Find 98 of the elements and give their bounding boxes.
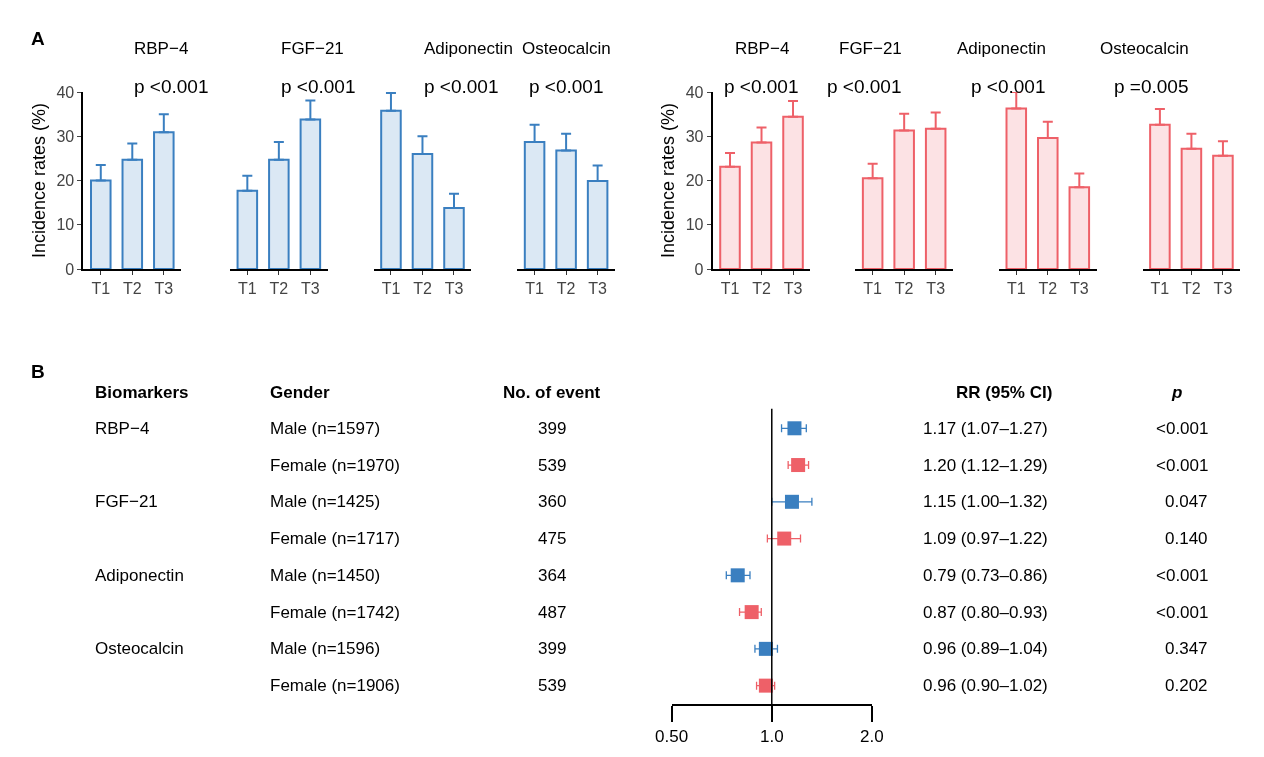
x-tick-label: T3 (444, 280, 464, 298)
text: 0.047 (1165, 492, 1208, 511)
y-axis-title: Incidence rates (%) (658, 103, 679, 259)
text: 360 (538, 492, 567, 511)
text: 0.140 (1165, 529, 1208, 548)
text: <0.001 (1156, 566, 1209, 585)
data-label: 0.87 (0.80–0.93) (923, 603, 1048, 622)
x-tick-label: 1.0 (759, 727, 784, 747)
text: RBP−4 (95, 419, 150, 438)
x-tick-label: T3 (588, 280, 608, 298)
chart-subtitle: p <0.001 (971, 76, 1046, 97)
chart-subtitle: p <0.001 (827, 76, 902, 97)
x-tick-label: T1 (1006, 280, 1026, 298)
x-tick-label: T1 (720, 280, 740, 298)
category-label: Male (n=1596) (270, 639, 381, 658)
text: Gender (270, 383, 330, 402)
text: B (31, 361, 45, 382)
text: FGF−21 (95, 492, 158, 511)
text: 539 (538, 456, 567, 475)
text: <0.001 (1156, 419, 1209, 438)
text: Biomarkers (95, 383, 189, 402)
x-tick-label: T3 (783, 280, 803, 298)
category-label: Female (n=1906) (270, 676, 400, 695)
x-tick-label: T2 (1038, 280, 1058, 298)
data-label: 1.20 (1.12–1.29) (923, 456, 1048, 475)
chart-title: FGF−21 (281, 39, 344, 58)
chart-subtitle: p <0.001 (724, 76, 799, 97)
x-tick-label: T3 (301, 280, 320, 298)
data-label: 0.96 (0.90–1.02) (923, 676, 1048, 695)
category-label: Female (n=1717) (270, 529, 400, 548)
chart-subtitle: p <0.001 (281, 76, 356, 97)
x-tick-label: T3 (926, 280, 946, 298)
data-label: 1.09 (0.97–1.22) (923, 529, 1048, 548)
y-tick-label: 40 (56, 83, 75, 101)
text: <0.001 (1156, 603, 1209, 622)
chart-subtitle: p <0.001 (424, 76, 499, 97)
text: 539 (538, 676, 567, 695)
x-tick-label: T3 (154, 280, 174, 298)
chart-title: RBP−4 (134, 39, 189, 58)
y-tick-label: 10 (685, 216, 704, 234)
y-tick-label: 30 (56, 127, 75, 145)
x-tick-label: T3 (1069, 280, 1089, 298)
text: A (31, 28, 45, 49)
chart-title: FGF−21 (839, 39, 902, 58)
data-label: 0.79 (0.73–0.86) (923, 566, 1048, 585)
y-axis-title: Incidence rates (%) (29, 103, 50, 259)
x-tick-label: T1 (863, 280, 883, 298)
x-tick-label: 0.50 (655, 727, 689, 747)
x-tick-label: T3 (1213, 280, 1233, 298)
x-tick-label: T2 (556, 280, 576, 298)
y-tick-label: 40 (685, 83, 704, 101)
x-tick-label: 2.0 (860, 727, 884, 747)
chart-title: Osteocalcin (522, 39, 611, 58)
data-label: 1.17 (1.07–1.27) (923, 419, 1048, 438)
x-tick-label: T2 (269, 280, 289, 298)
text: 475 (538, 529, 567, 548)
x-tick-label: T2 (1182, 280, 1201, 298)
x-tick-label: T1 (1150, 280, 1170, 298)
chart-title: Osteocalcin (1100, 39, 1189, 58)
data-label: 0.96 (0.89–1.04) (923, 639, 1048, 658)
x-tick-label: T1 (525, 280, 545, 298)
y-tick-label: 30 (685, 127, 704, 145)
y-tick-label: 0 (694, 260, 704, 278)
chart-title: Adiponectin (957, 39, 1046, 58)
x-tick-label: T2 (752, 280, 771, 298)
chart-subtitle: p <0.001 (529, 76, 604, 97)
y-tick-label: 20 (56, 172, 75, 190)
category-label: Male (n=1425) (270, 492, 381, 511)
category-label: Male (n=1597) (270, 419, 381, 438)
category-label: Female (n=1970) (270, 456, 400, 475)
data-label: 1.15 (1.00–1.32) (923, 492, 1048, 511)
text: 399 (538, 419, 567, 438)
chart-subtitle: p =0.005 (1114, 76, 1189, 97)
text: 399 (538, 639, 567, 658)
text: p (1171, 383, 1183, 402)
x-tick-label: T1 (237, 280, 257, 298)
text: 364 (538, 566, 567, 585)
text: <0.001 (1156, 456, 1209, 475)
text: 0.202 (1165, 676, 1208, 695)
category-label: Female (n=1742) (270, 603, 400, 622)
text: 0.347 (1165, 639, 1208, 658)
text: No. of event (503, 383, 601, 402)
y-tick-label: 10 (56, 216, 75, 234)
text: Adiponectin (95, 566, 184, 585)
chart-title: Adiponectin (424, 39, 513, 58)
y-tick-label: 20 (685, 172, 704, 190)
text: 487 (538, 603, 567, 622)
x-tick-label: T1 (381, 280, 401, 298)
chart-title: RBP−4 (735, 39, 790, 58)
chart-subtitle: p <0.001 (134, 76, 209, 97)
category-label: Male (n=1450) (270, 566, 381, 585)
y-tick-label: 0 (65, 260, 75, 278)
x-tick-label: T2 (122, 280, 142, 298)
x-tick-label: T1 (91, 280, 111, 298)
x-tick-label: T2 (894, 280, 914, 298)
text: Osteocalcin (95, 639, 184, 658)
x-tick-label: T2 (413, 280, 432, 298)
text: RR (95% CI) (956, 383, 1053, 402)
